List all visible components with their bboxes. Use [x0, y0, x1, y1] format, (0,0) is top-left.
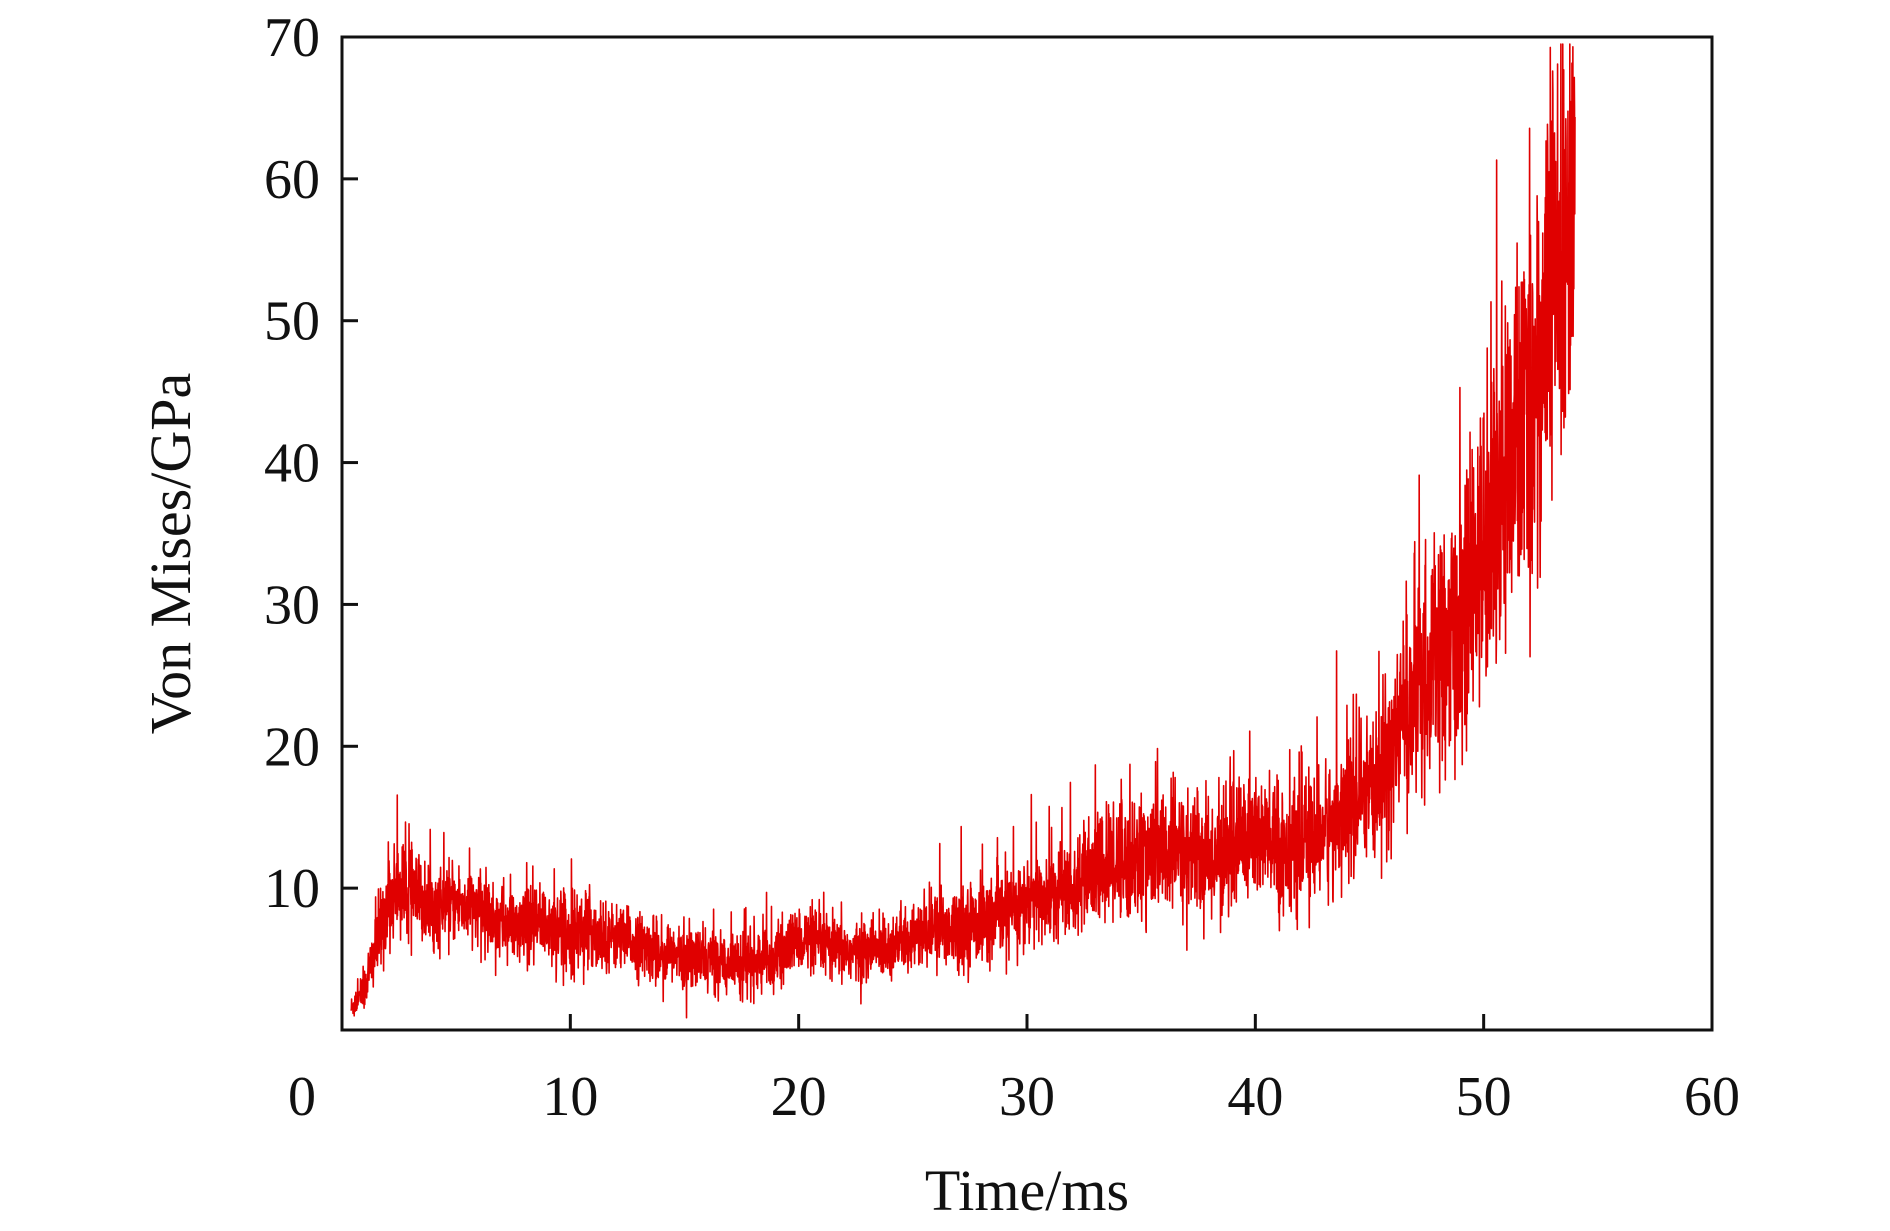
x-tick-label: 50 — [1456, 1066, 1512, 1128]
x-tick-label: 60 — [1684, 1066, 1740, 1128]
x-tick-label: 40 — [1227, 1066, 1283, 1128]
x-axis-title: Time/ms — [925, 1158, 1129, 1223]
x-tick-label: 10 — [542, 1066, 598, 1128]
plot-layer — [350, 43, 1576, 1019]
x-tick-label: 30 — [999, 1066, 1055, 1128]
y-tick-label: 70 — [264, 7, 320, 69]
labels-layer: 0 10 20 30 40 50 60 10 20 30 40 50 60 70 Time/ms Von Mi… — [138, 7, 1740, 1223]
x-tick-label: 0 — [288, 1066, 316, 1128]
axes-layer — [340, 35, 1714, 1032]
series-line-0 — [350, 43, 1576, 1019]
y-axis-title: Von Mises/GPa — [138, 373, 203, 734]
y-tick-label: 30 — [264, 574, 320, 636]
x-tick-label: 20 — [771, 1066, 827, 1128]
y-tick-label: 60 — [264, 149, 320, 211]
y-tick-label: 40 — [264, 433, 320, 495]
y-tick-label: 10 — [264, 858, 320, 920]
y-tick-label: 20 — [264, 716, 320, 778]
y-tick-label: 50 — [264, 291, 320, 353]
